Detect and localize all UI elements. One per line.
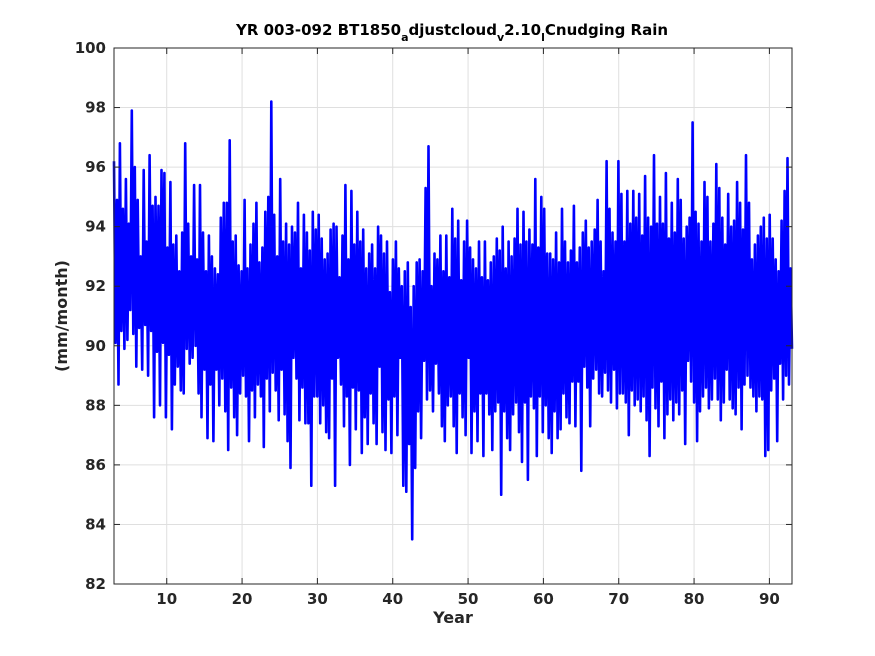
y-axis-label: (mm/month) (52, 260, 71, 372)
y-tick-label-2: 86 (85, 456, 106, 474)
x-tick-label-3: 40 (382, 590, 403, 608)
y-tick-label-4: 90 (85, 337, 106, 355)
y-tick-label-0: 82 (85, 575, 106, 593)
x-axis-label: Year (432, 608, 473, 627)
x-tick-label-7: 80 (684, 590, 705, 608)
y-tick-label-3: 88 (85, 396, 106, 414)
x-tick-label-1: 20 (232, 590, 253, 608)
y-tick-label-8: 98 (85, 99, 106, 117)
plot-frame (113, 47, 793, 585)
series-line-rain (112, 100, 794, 541)
x-tick-label-5: 60 (533, 590, 554, 608)
x-tick-label-2: 30 (307, 590, 328, 608)
y-tick-label-1: 84 (85, 515, 106, 533)
y-tick-label-5: 92 (85, 277, 106, 295)
x-tick-label-4: 50 (458, 590, 479, 608)
chart-title: YR 003-092 BT1850adjustcloudv2.10lCnudgi… (235, 21, 668, 44)
axis-ticks: 10 20 30 40 50 60 70 80 90 82 84 86 88 90 92 94 96 98 100 (75, 39, 792, 608)
y-tick-label-7: 96 (85, 158, 106, 176)
x-tick-label-8: 90 (759, 590, 780, 608)
y-tick-label-6: 94 (85, 218, 106, 236)
x-tick-label-0: 10 (156, 590, 177, 608)
y-tick-label-9: 100 (75, 39, 106, 57)
x-tick-label-6: 70 (608, 590, 629, 608)
